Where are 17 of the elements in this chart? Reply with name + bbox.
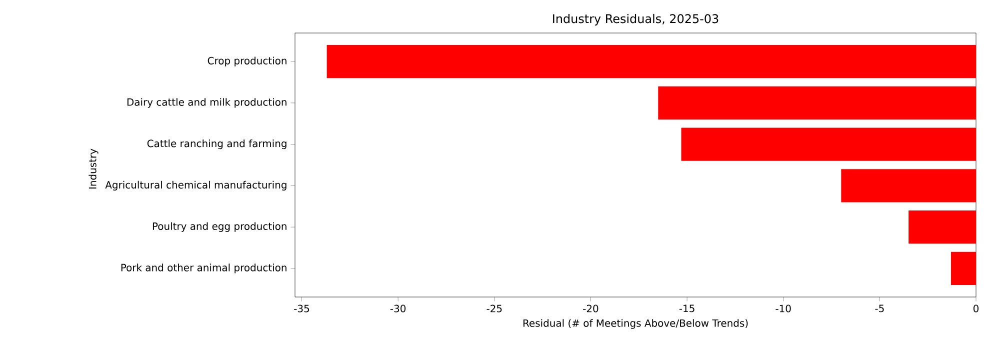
x-tick-label: -35	[294, 304, 310, 312]
x-tick-label: -15	[679, 304, 694, 312]
y-axis-title: Industry	[88, 148, 98, 189]
x-tick-label: -30	[390, 304, 406, 312]
y-tick-label: Crop production	[208, 56, 286, 66]
x-tick-label: -20	[583, 304, 598, 312]
y-tick-label: Agricultural chemical manufacturing	[105, 180, 286, 191]
y-tick-label: Poultry and egg production	[152, 222, 286, 232]
x-tick-label: -10	[776, 304, 791, 312]
y-tick-label: Cattle ranching and farming	[147, 139, 286, 150]
y-tick-label: Dairy cattle and milk production	[127, 98, 286, 108]
x-tick-label: -25	[486, 304, 502, 312]
y-tick-label: Pork and other animal production	[121, 264, 286, 274]
x-tick-label: -5	[875, 304, 884, 312]
chart-title: Industry Residuals, 2025-03	[553, 14, 718, 26]
x-axis-title: Residual (# of Meetings Above/Below Trends)	[523, 319, 748, 329]
x-tick-label: 0	[973, 304, 979, 312]
